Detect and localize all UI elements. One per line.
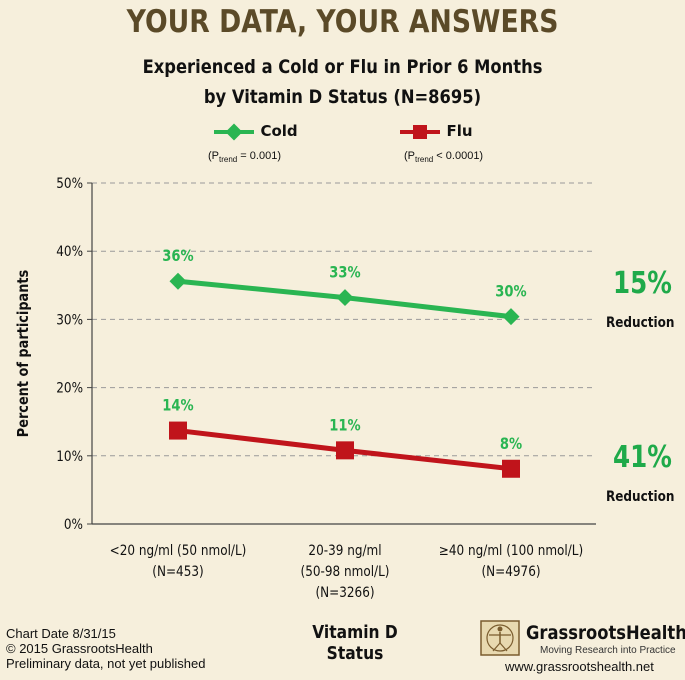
copyright: © 2015 GrassrootsHealth [6,641,153,656]
y-tick-label: 50% [56,176,83,192]
legend-cold-label: Cold [260,122,298,141]
flu-reduction-label: Reduction [606,489,675,505]
data-point-cold [502,308,520,326]
y-tick-label: 40% [56,244,83,260]
data-label-flu: 14% [162,396,194,415]
headline: YOUR DATA, YOUR ANSWERS [126,4,559,40]
data-label-flu: 8% [500,435,523,454]
y-tick-label: 30% [56,313,83,329]
y-tick-label: 10% [56,449,83,465]
y-tick-label: 0% [64,517,83,533]
x-tick-label: ≥40 ng/ml (100 nmol/L) [439,543,583,559]
x-tick-label: (N=4976) [481,564,540,580]
preliminary-note: Preliminary data, not yet published [6,656,206,671]
data-point-flu [336,441,354,460]
x-axis-title: Vitamin D Status [312,622,398,664]
legend-flu: Flu [398,122,473,142]
chart-title: Experienced a Cold or Flu in Prior 6 Mon… [142,56,543,78]
ptrend-sub: trend [219,155,238,165]
ptrend-p: P [407,150,416,162]
brand-url[interactable]: www.grassrootshealth.net [505,659,654,674]
ptrend-p: P [211,150,220,162]
x-tick-label: <20 ng/ml (50 nmol/L) [110,543,247,559]
data-point-cold [169,272,187,290]
cold-reduction-value: 15% [613,266,672,301]
y-axis-title: Percent of participants [15,270,32,437]
brand-name: GrassrootsHealth [526,622,685,644]
x-tick-label: (50-98 nmol/L) [301,564,390,580]
data-point-flu [502,459,520,478]
ptrend-value: = 0.001) [237,150,281,162]
data-point-flu [169,421,187,440]
legend-cold-marker-icon [214,123,254,141]
legend-cold: Cold [212,122,298,142]
legend-flu-marker-icon [400,125,440,139]
footer: Chart Date 8/31/15 © 2015 GrassrootsHeal… [6,626,205,671]
brand-logo-icon [480,620,520,661]
cold-reduction-label: Reduction [606,315,675,331]
data-label-flu: 11% [329,416,361,435]
data-label-cold: 36% [162,247,194,266]
ptrend-value: < 0.0001) [433,150,484,162]
chart-date: Chart Date 8/31/15 [6,626,116,641]
data-label-cold: 33% [329,263,361,282]
y-tick-label: 20% [56,381,83,397]
flu-reduction-value: 41% [613,440,672,475]
legend-flu-label: Flu [446,122,473,141]
brand-tagline: Moving Research into Practice [540,645,676,656]
chart-subtitle: by Vitamin D Status (N=8695) [203,86,482,108]
x-tick-label: 20-39 ng/ml [308,543,381,559]
ptrend-sub: trend [415,155,434,165]
x-tick-label: (N=453) [152,564,203,580]
x-tick-label: (N=3266) [315,585,374,601]
legend-cold-ptrend: (Ptrend = 0.001) [208,150,281,165]
data-point-cold [336,289,354,307]
legend-flu-ptrend: (Ptrend < 0.0001) [404,150,484,165]
data-label-cold: 30% [495,282,527,301]
